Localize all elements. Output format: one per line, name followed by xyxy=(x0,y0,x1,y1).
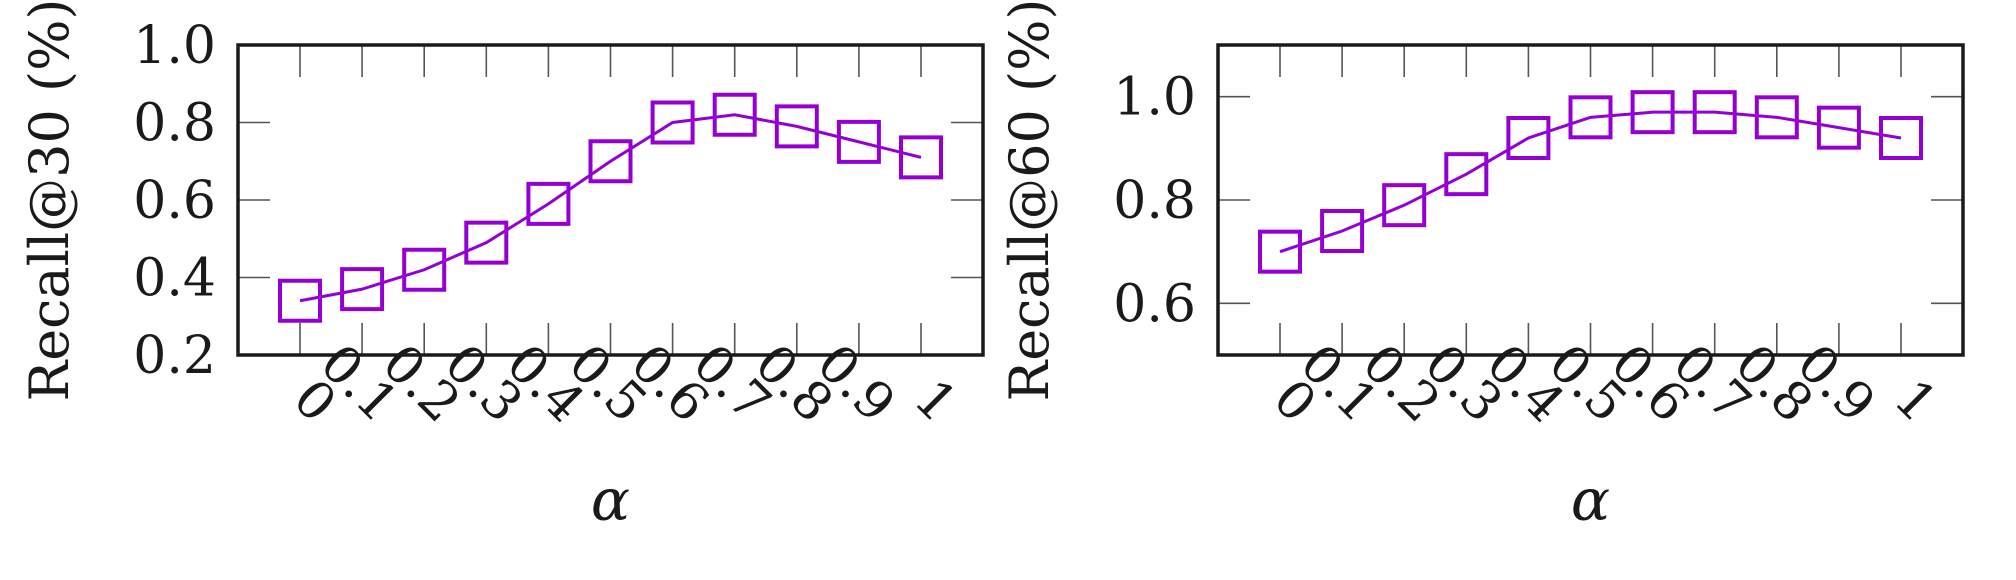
data-point-marker xyxy=(1444,152,1489,197)
y-tick-label: 1.0 xyxy=(1113,68,1196,128)
x-axis-label: α xyxy=(1571,466,1610,534)
data-point-marker xyxy=(899,135,943,180)
data-point-marker xyxy=(1879,116,1923,160)
data-point-marker xyxy=(464,220,509,265)
y-tick-label: 0.6 xyxy=(1113,274,1196,334)
data-point-marker xyxy=(1506,116,1551,160)
data-point-marker xyxy=(712,92,757,137)
data-point-marker xyxy=(1692,90,1737,135)
chart-panel-1: 0.20.40.60.81.000.10.20.30.40.50.60.70.8… xyxy=(18,0,985,534)
x-tick-label: 0.9 xyxy=(805,333,906,434)
data-point-marker xyxy=(340,267,385,312)
y-tick-label: 1.0 xyxy=(133,16,216,76)
data-point-marker xyxy=(836,119,881,164)
y-axis-label: Recall@30 (%) xyxy=(18,0,81,401)
data-point-marker xyxy=(1382,183,1427,228)
y-tick-label: 0.8 xyxy=(1113,171,1196,231)
data-point-marker xyxy=(1816,105,1861,150)
x-tick-label: 0.9 xyxy=(1785,333,1886,434)
data-point-marker xyxy=(1754,95,1799,140)
y-tick-label: 0.4 xyxy=(133,249,216,309)
data-point-marker xyxy=(526,181,571,226)
plot-frame xyxy=(236,43,985,357)
data-point-marker xyxy=(1630,90,1675,135)
data-point-marker xyxy=(278,278,322,323)
plot-frame xyxy=(1216,43,1965,357)
data-point-marker xyxy=(1568,95,1613,140)
x-tick-label: 1 xyxy=(1882,368,1948,434)
x-tick-label: 1 xyxy=(902,368,968,434)
x-axis-label: α xyxy=(591,466,630,534)
chart-panel-2: 0.60.81.000.10.20.30.40.50.60.70.80.91Re… xyxy=(998,0,1965,534)
y-axis-label: Recall@60 (%) xyxy=(998,0,1061,401)
data-point-marker xyxy=(1320,209,1365,253)
data-point-marker xyxy=(650,100,695,145)
data-point-marker xyxy=(588,139,633,184)
y-tick-label: 0.8 xyxy=(133,94,216,154)
y-tick-label: 0.2 xyxy=(133,326,216,386)
data-point-marker xyxy=(774,104,819,149)
y-tick-label: 0.6 xyxy=(133,171,216,231)
data-point-marker xyxy=(1258,229,1302,274)
data-point-marker xyxy=(402,247,447,292)
